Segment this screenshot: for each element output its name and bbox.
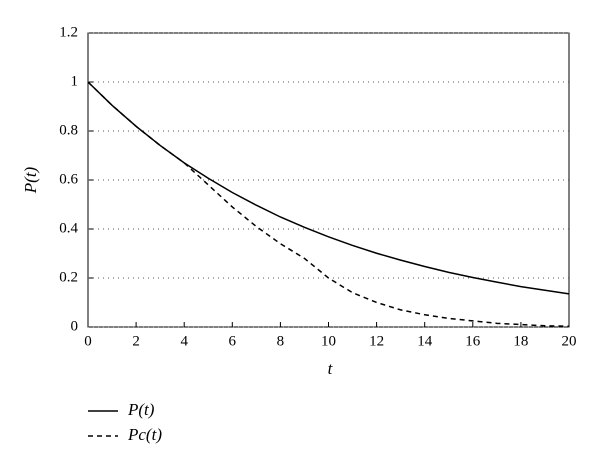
y-tick-label: 0.8	[59, 122, 78, 138]
legend-label: P(t)	[127, 400, 155, 419]
y-tick-label: 1.2	[59, 24, 78, 40]
y-axis-label: P(t)	[21, 166, 40, 194]
y-tick-label: 0.6	[59, 171, 78, 187]
x-tick-label: 12	[369, 333, 384, 349]
y-tick-label: 0.2	[59, 269, 78, 285]
x-tick-label: 20	[562, 333, 577, 349]
y-tick-label: 0	[71, 318, 79, 334]
x-tick-label: 2	[132, 333, 140, 349]
x-tick-label: 18	[513, 333, 528, 349]
legend-label: Pc(t)	[127, 425, 162, 444]
x-tick-label: 14	[417, 333, 433, 349]
series-line	[87, 81, 570, 328]
x-tick-label: 10	[321, 333, 336, 349]
series-line	[87, 81, 570, 295]
x-tick-label: 4	[180, 333, 188, 349]
y-tick-label: 0.4	[59, 220, 78, 236]
x-tick-label: 16	[465, 333, 481, 349]
x-tick-label: 0	[84, 333, 92, 349]
x-axis-label: t	[328, 359, 334, 378]
x-tick-label: 8	[277, 333, 285, 349]
y-tick-label: 1	[71, 73, 79, 89]
x-tick-label: 6	[229, 333, 237, 349]
